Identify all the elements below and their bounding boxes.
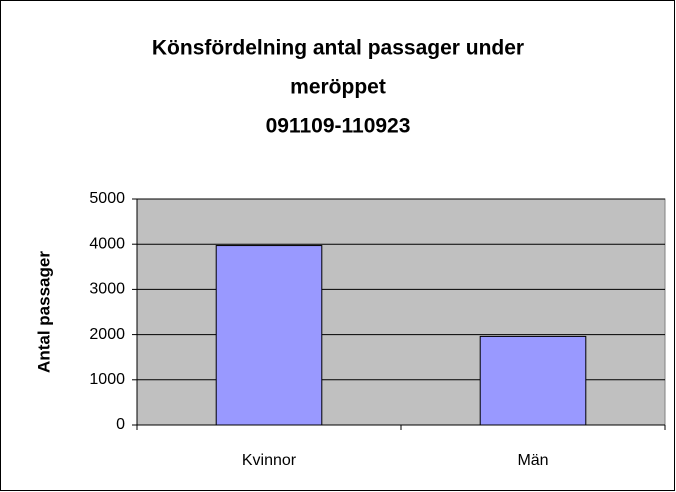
y-tick-label: 5000 [89, 190, 125, 207]
y-tick-label: 1000 [89, 371, 125, 388]
y-tick-label: 4000 [89, 235, 125, 252]
y-tick-label: 2000 [89, 326, 125, 343]
y-tick-label: 3000 [89, 281, 125, 298]
bar [479, 335, 587, 426]
bar [215, 245, 323, 426]
x-tick-label: Män [517, 452, 548, 469]
chart-title: meröppet [290, 76, 386, 99]
y-axis-title: Antal passager [34, 251, 53, 373]
chart-title: 091109-110923 [266, 115, 411, 138]
y-tick-label: 0 [116, 416, 125, 433]
chart-title: Könsfördelning antal passager under [152, 37, 524, 60]
x-tick-label: Kvinnor [242, 452, 297, 469]
